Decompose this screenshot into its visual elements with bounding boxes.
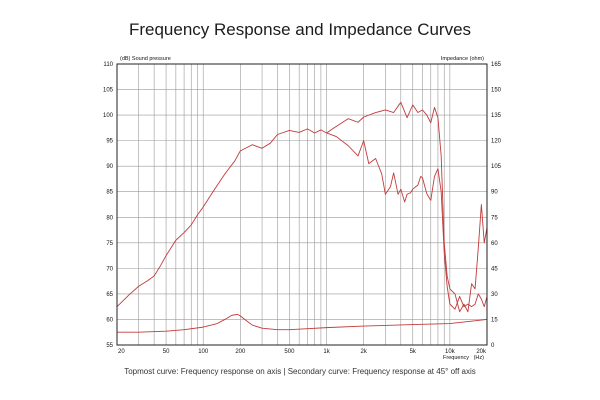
y-tick-label: 105 (103, 88, 114, 94)
y-tick-label: 70 (106, 266, 113, 272)
y-tick-label: 60 (106, 317, 113, 323)
x-tick-label: 50 (163, 349, 170, 355)
y-tick-label: 90 (106, 164, 113, 170)
y-tick-label: 85 (106, 190, 113, 196)
y2-tick-label: 75 (491, 215, 498, 221)
chart-title: Frequency Response and Impedance Curves (128, 20, 472, 39)
chart-caption: Topmost curve: Frequency response on axi… (124, 367, 476, 376)
x-tick-label: 20 (118, 349, 125, 355)
y-axis-label: (dB) Sound pressure (120, 56, 171, 62)
y2-tick-label: 90 (491, 190, 498, 196)
y2-tick-label: 135 (491, 113, 502, 119)
x-tick-label: 500 (284, 349, 295, 355)
y2-tick-label: 120 (491, 139, 502, 145)
series-line-1 (116, 101, 488, 313)
y-tick-label: 110 (103, 62, 113, 68)
y2-tick-label: 105 (491, 164, 502, 170)
y2-tick-label: 15 (491, 317, 498, 323)
tick-labels: 55 60 65 70 75 80 85 90 95 100 105 110 0 15 30 45 60 75 90… (103, 62, 502, 355)
y2-tick-label: 150 (491, 88, 502, 94)
grid (117, 64, 487, 345)
y-tick-label: 100 (103, 113, 114, 119)
curves (116, 101, 488, 333)
x-tick-label: 2k (360, 349, 367, 355)
x-axis-label: Frequency (Hz) (443, 355, 484, 361)
plot-frame (116, 63, 488, 346)
y2-tick-label: 60 (491, 241, 498, 247)
x-tick-label: 100 (198, 349, 209, 355)
x-tick-label: 20k (476, 349, 487, 355)
y2-tick-label: 45 (491, 266, 498, 272)
x-tick-label: 1k (323, 349, 330, 355)
y2-tick-label: 30 (491, 292, 498, 298)
y-tick-label: 55 (106, 343, 113, 349)
x-tick-label: 200 (235, 349, 246, 355)
y-tick-label: 75 (106, 241, 113, 247)
series-line-2 (326, 132, 488, 310)
series-line-3 (117, 313, 488, 333)
x-tick-label: 5k (410, 349, 417, 355)
y2-axis-label: Impedance (ohm) (441, 56, 484, 62)
y-tick-label: 95 (106, 139, 113, 145)
y2-tick-label: 0 (491, 343, 495, 349)
y-tick-label: 65 (106, 292, 113, 298)
x-tick-label: 10k (445, 349, 456, 355)
y-tick-label: 80 (106, 215, 113, 221)
y2-tick-label: 165 (491, 62, 502, 68)
